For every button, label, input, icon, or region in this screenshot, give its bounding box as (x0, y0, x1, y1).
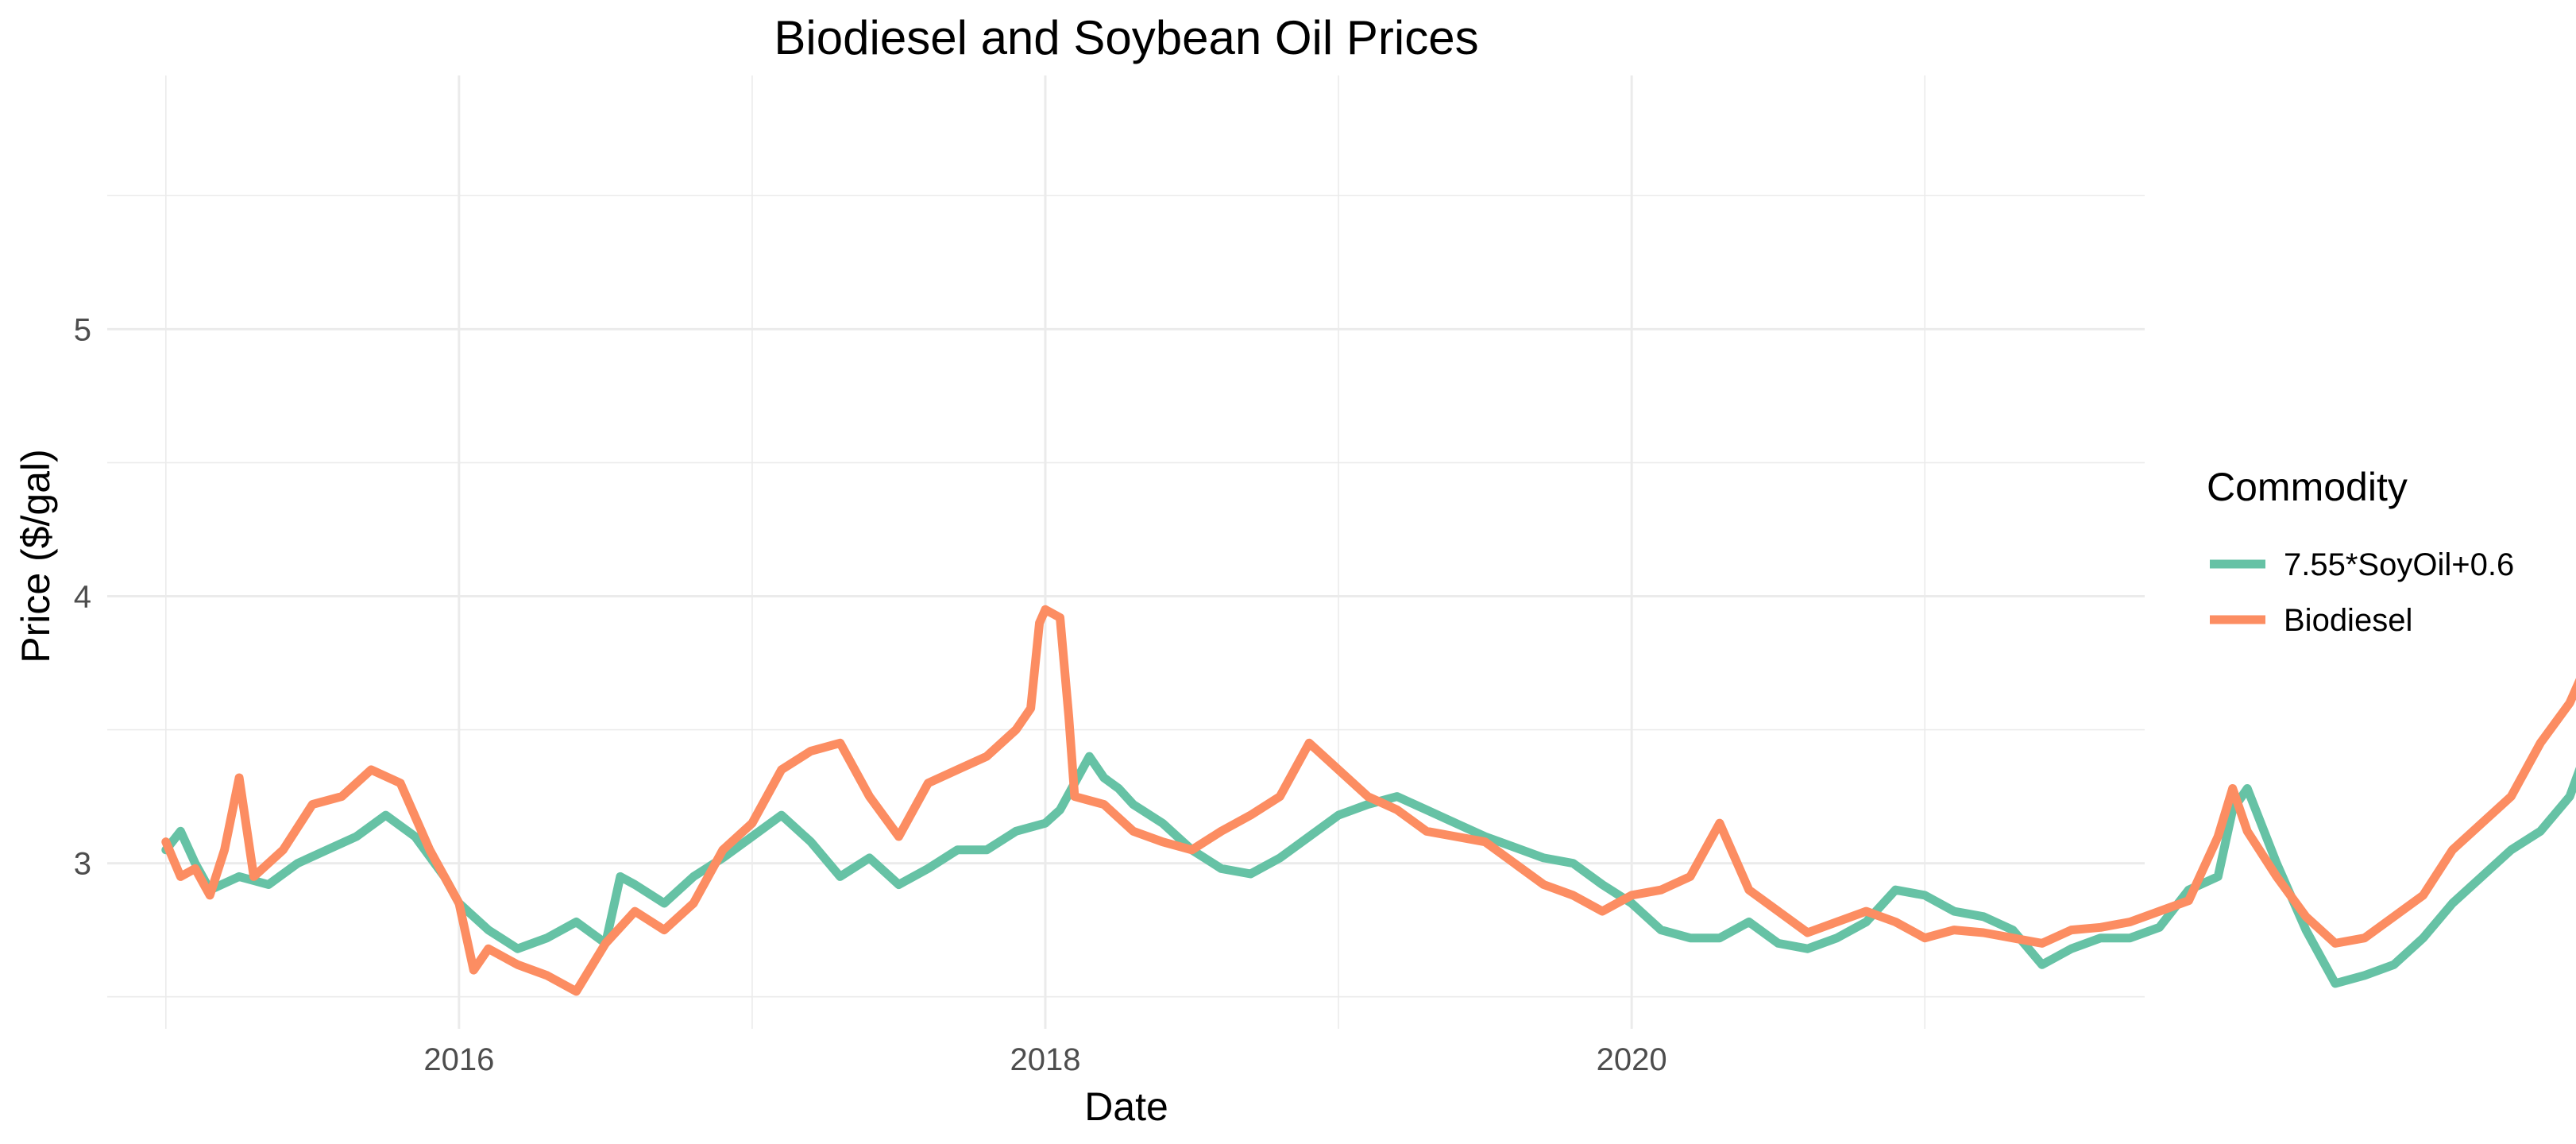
x-tick-label: 2018 (1010, 1042, 1081, 1077)
major-gridlines (107, 75, 2145, 1029)
legend: Commodity 7.55*SoyOil+0.6 Biodiesel (2207, 465, 2514, 638)
x-axis-title: Date (1084, 1084, 1168, 1129)
x-axis-ticks: 2016 2018 2020 (423, 1042, 1666, 1077)
y-tick-label: 3 (74, 847, 91, 882)
series-line-soyoil (161, 752, 2576, 988)
legend-title: Commodity (2207, 465, 2408, 509)
y-tick-label: 4 (74, 579, 91, 614)
y-tick-label: 5 (74, 312, 91, 347)
minor-gridlines (107, 75, 2145, 1029)
x-tick-label: 2016 (423, 1042, 494, 1077)
x-tick-label: 2020 (1597, 1042, 1667, 1077)
y-axis-ticks: 3 4 5 (74, 312, 91, 881)
series-line-biodiesel (161, 605, 2576, 996)
chart-title: Biodiesel and Soybean Oil Prices (774, 11, 1478, 64)
legend-label-soyoil: 7.55*SoyOil+0.6 (2284, 547, 2514, 582)
y-axis-title: Price ($/gal) (14, 449, 58, 663)
legend-label-biodiesel: Biodiesel (2284, 603, 2412, 638)
plot-series (161, 605, 2576, 996)
